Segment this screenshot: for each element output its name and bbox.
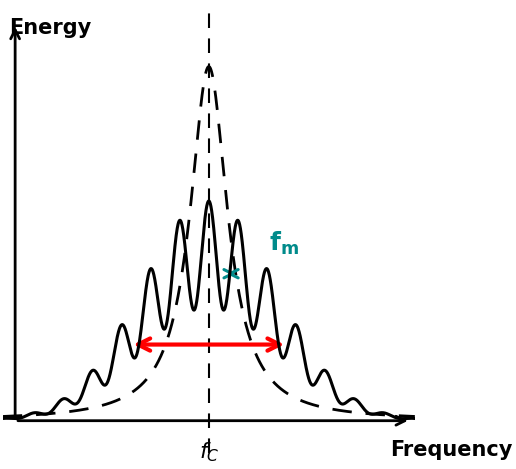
Text: Energy: Energy [9,18,91,38]
Text: Frequency: Frequency [390,440,512,460]
Text: $f_C$: $f_C$ [199,440,219,464]
Text: $\mathbf{f_m}$: $\mathbf{f_m}$ [268,230,299,257]
